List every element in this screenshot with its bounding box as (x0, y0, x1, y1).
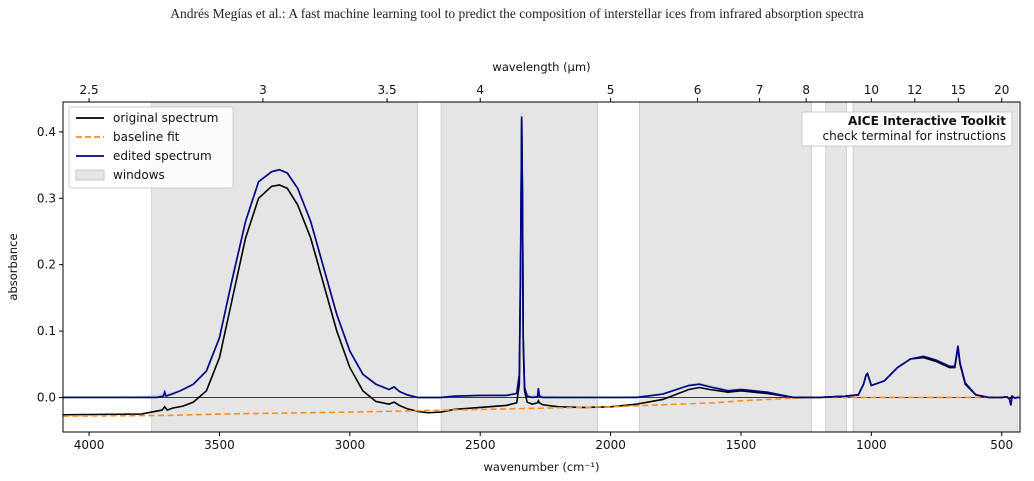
series-edited-spectrum (63, 116, 1020, 406)
info-box-title: AICE Interactive Toolkit (848, 114, 1006, 128)
top-tick-label-9: 12 (907, 83, 922, 97)
top-tick-label-10: 15 (951, 83, 966, 97)
legend-swatch-windows (75, 169, 105, 181)
x-tick-label-2: 3000 (335, 438, 366, 452)
top-tick-label-3: 4 (476, 83, 484, 97)
x-tick-label-5: 1500 (726, 438, 757, 452)
plot-frame (62, 101, 1021, 433)
legend-label-edited: edited spectrum (113, 149, 212, 163)
toolkit-info-box: AICE Interactive Toolkit check terminal … (801, 111, 1013, 147)
top-axis-label: wavelength (µm) (492, 60, 590, 74)
y-tick-label-2: 0.2 (37, 258, 56, 272)
legend: original spectrum baseline fit edited sp… (68, 106, 234, 189)
x-axis-label: wavenumber (cm⁻¹) (483, 460, 599, 474)
top-tick-label-6: 7 (756, 83, 764, 97)
y-tick-label-3: 0.3 (37, 191, 56, 205)
x-tick-label-4: 2000 (595, 438, 626, 452)
top-tick-label-0: 2.5 (80, 83, 99, 97)
legend-label-baseline: baseline fit (113, 130, 180, 144)
legend-label-windows: windows (113, 168, 165, 182)
series-layer (62, 116, 1020, 417)
x-tick-label-0: 4000 (74, 438, 105, 452)
series-original-spectrum (62, 118, 1020, 416)
window-band-2 (638, 101, 812, 433)
top-tick-label-5: 6 (694, 83, 702, 97)
y-tick-label-0: 0.0 (37, 390, 56, 404)
x-tick-label-3: 2500 (465, 438, 496, 452)
x-tick-label-6: 1000 (856, 438, 887, 452)
top-tick-label-2: 3.5 (378, 83, 397, 97)
top-tick-label-1: 3 (259, 83, 267, 97)
y-tick-label-4: 0.4 (37, 125, 56, 139)
window-band-3 (825, 101, 847, 433)
running-title: Andrés Megías et al.: A fast machine lea… (170, 6, 864, 21)
windows-layer (151, 101, 1018, 433)
x-tick-label-7: 500 (990, 438, 1013, 452)
y-axis-label: absorbance (6, 233, 20, 300)
series-baseline-fit (62, 396, 1020, 417)
top-tick-label-4: 5 (607, 83, 615, 97)
y-tick-label-1: 0.1 (37, 324, 56, 338)
x-tick-label-1: 3500 (204, 438, 235, 452)
axes-layer: 4000 3500 3000 2500 2000 1500 1000 500 0.0 0.1 0.2… (37, 83, 1013, 452)
top-tick-label-7: 8 (802, 83, 810, 97)
top-tick-label-11: 20 (994, 83, 1009, 97)
info-box-subtitle: check terminal for instructions (823, 129, 1006, 143)
legend-label-original: original spectrum (113, 111, 218, 125)
window-band-4 (852, 101, 1018, 433)
top-tick-label-8: 10 (864, 83, 879, 97)
info-box-frame (801, 111, 1013, 147)
legend-box (68, 106, 234, 189)
